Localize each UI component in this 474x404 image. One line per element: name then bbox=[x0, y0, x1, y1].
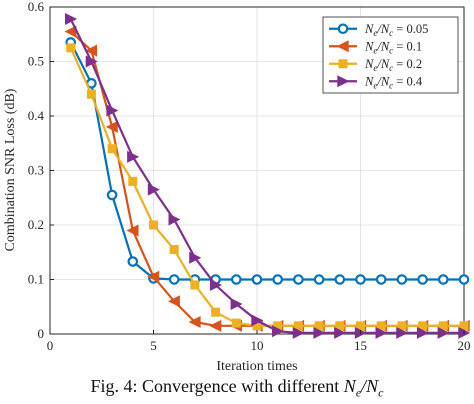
legend-label: Ne/Nc = 0.05 bbox=[364, 22, 428, 38]
x-tick-label: 10 bbox=[251, 338, 264, 353]
caption-label: Fig. 4: bbox=[90, 376, 138, 396]
data-point bbox=[167, 295, 180, 308]
series-layer bbox=[64, 12, 471, 339]
data-point bbox=[375, 326, 388, 339]
y-tick-label: 0.4 bbox=[28, 108, 45, 123]
data-point bbox=[292, 326, 305, 339]
data-point bbox=[272, 274, 283, 285]
data-point bbox=[437, 274, 449, 285]
data-point bbox=[355, 274, 366, 285]
x-axis-ticks: 0 5 10 15 20 bbox=[47, 330, 471, 353]
data-point bbox=[396, 274, 408, 285]
data-point bbox=[375, 274, 387, 285]
legend-label: Ne/Nc = 0.2 bbox=[364, 57, 422, 73]
legend-swatch-marker bbox=[337, 23, 349, 35]
caption-math-n: Ne/Nc bbox=[343, 376, 384, 400]
legend-label: Ne/Nc = 0.1 bbox=[364, 39, 422, 55]
legend-entry: Ne/Nc = 0.2 bbox=[329, 57, 422, 73]
y-tick-label: 0.2 bbox=[28, 217, 44, 232]
legend-label: Ne/Nc = 0.4 bbox=[364, 74, 423, 90]
data-point bbox=[65, 12, 78, 25]
data-point bbox=[127, 256, 139, 267]
y-tick-label: 0.1 bbox=[28, 272, 44, 287]
y-tick-label: 0.5 bbox=[28, 54, 44, 69]
legend-swatch-marker bbox=[336, 40, 349, 53]
data-point bbox=[334, 274, 346, 285]
data-point bbox=[396, 326, 409, 339]
legend-entry: Ne/Nc = 0.1 bbox=[329, 39, 422, 55]
y-tick-label: 0 bbox=[38, 326, 45, 341]
data-point bbox=[417, 274, 428, 285]
data-point bbox=[437, 326, 450, 339]
data-point bbox=[211, 307, 221, 317]
x-tick-label: 20 bbox=[458, 338, 471, 353]
data-point bbox=[126, 224, 139, 237]
data-point bbox=[416, 326, 429, 339]
data-point bbox=[149, 220, 158, 230]
data-point bbox=[168, 213, 181, 226]
legend-entry: Ne/Nc = 0.4 bbox=[329, 74, 423, 90]
legend-swatch-marker bbox=[337, 75, 350, 88]
data-point bbox=[106, 104, 119, 117]
figure-caption: Fig. 4: Convergence with different Ne/Nc bbox=[0, 376, 474, 401]
data-point bbox=[86, 89, 96, 99]
data-point bbox=[230, 298, 243, 311]
series-1 bbox=[65, 37, 470, 285]
data-point bbox=[189, 251, 202, 264]
x-tick-label: 0 bbox=[47, 338, 54, 353]
data-point bbox=[128, 176, 138, 186]
data-point bbox=[85, 44, 98, 57]
caption-math: Ne/Nc bbox=[343, 376, 384, 400]
y-tick-label: 0.3 bbox=[28, 163, 44, 178]
data-point bbox=[105, 120, 118, 133]
legend-swatch-marker bbox=[338, 59, 348, 69]
data-point bbox=[85, 55, 98, 68]
series-4 bbox=[65, 12, 471, 339]
x-tick-label: 5 bbox=[150, 338, 157, 353]
data-point bbox=[107, 144, 117, 154]
caption-text: Convergence with different bbox=[142, 376, 340, 396]
data-point bbox=[293, 274, 304, 285]
y-axis-label: Combination SNR Loss (dB) bbox=[3, 88, 18, 251]
data-point bbox=[147, 183, 160, 196]
data-point bbox=[188, 316, 201, 329]
x-tick-label: 15 bbox=[354, 338, 367, 353]
data-point bbox=[209, 319, 222, 332]
data-point bbox=[169, 245, 179, 255]
data-point bbox=[231, 318, 241, 328]
data-point bbox=[334, 326, 347, 339]
data-point bbox=[209, 278, 222, 291]
data-point bbox=[147, 270, 160, 283]
data-point bbox=[66, 43, 76, 53]
data-point bbox=[313, 274, 325, 285]
data-point bbox=[251, 274, 263, 285]
data-point bbox=[106, 189, 118, 201]
y-axis-ticks: 0 0.1 0.2 0.3 0.4 0.5 0.6 bbox=[28, 0, 54, 341]
legend-entry: Ne/Nc = 0.05 bbox=[329, 22, 428, 38]
data-point bbox=[127, 150, 140, 163]
data-point bbox=[190, 280, 200, 290]
y-tick-label: 0.6 bbox=[28, 0, 45, 14]
x-axis-label: Iteration times bbox=[216, 359, 297, 374]
data-point bbox=[168, 274, 180, 285]
data-point bbox=[231, 274, 242, 285]
data-point bbox=[272, 325, 285, 338]
data-point bbox=[458, 274, 470, 285]
data-point bbox=[313, 326, 326, 339]
data-point bbox=[251, 314, 264, 327]
